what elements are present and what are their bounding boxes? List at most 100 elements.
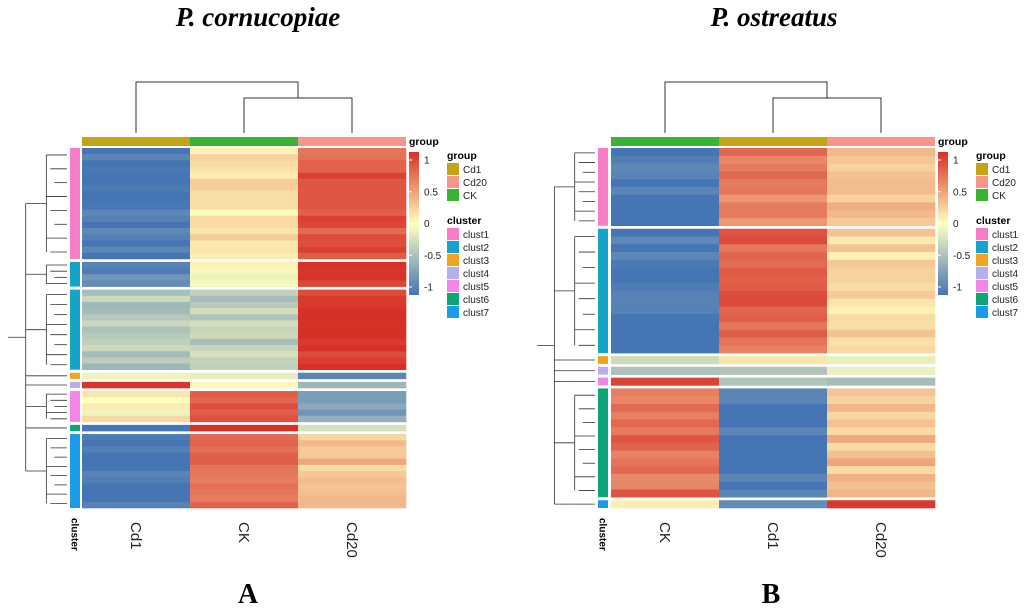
heatmap-cell [190, 415, 299, 423]
heatmap-cell [82, 363, 191, 371]
scale-tick-label: -0.5 [953, 251, 971, 262]
heatmap-cell [190, 381, 299, 389]
cluster-legend-swatch [976, 241, 988, 253]
chart-title: P. ostreatus [709, 2, 837, 32]
heatmap-cell [190, 351, 299, 358]
heatmap-cell [611, 210, 720, 219]
heatmap-cell [719, 419, 828, 428]
cluster-legend-swatch [447, 306, 459, 318]
heatmap-cell [298, 363, 407, 371]
heatmap-cell [298, 415, 407, 423]
heatmap-cell [190, 440, 299, 447]
heatmap-cell [82, 434, 191, 441]
heatmap-cell [719, 210, 828, 219]
cluster-legend-label: clust2 [463, 243, 490, 254]
cluster-legend-swatch [447, 228, 459, 240]
heatmap-cell [611, 314, 720, 323]
heatmap-cell [82, 391, 191, 398]
heatmap-cell [190, 246, 299, 254]
heatmap-cell [190, 320, 299, 327]
group-legend-label: Cd1 [992, 165, 1011, 176]
heatmap-cell [611, 186, 720, 195]
heatmap-cell [190, 326, 299, 334]
heatmap-cell [611, 244, 720, 253]
group-annotation-cell [190, 137, 298, 146]
heatmap-cell [719, 163, 828, 172]
heatmap-cell [719, 244, 828, 253]
heatmap-cell [190, 397, 299, 404]
heatmap-cell [190, 314, 299, 321]
heatmap-cell [719, 435, 828, 444]
cluster-legend-title: cluster [447, 215, 481, 227]
heatmap-cell [82, 452, 191, 459]
heatmap-cell [719, 283, 828, 292]
heatmap-cell [719, 217, 828, 227]
heatmap-cell [827, 202, 936, 211]
heatmap-cell [82, 501, 191, 509]
heatmap-cell [298, 332, 407, 340]
heatmap-cell [190, 184, 299, 192]
cluster-legend-label: clust7 [992, 308, 1019, 319]
heatmap-cell [298, 357, 407, 364]
heatmap-cell [611, 345, 720, 354]
heatmap-cell [82, 209, 191, 217]
heatmap-cell [298, 483, 407, 490]
heatmap-cell [82, 345, 191, 352]
heatmap-cell [298, 464, 407, 472]
cluster-annotation-clust7 [70, 434, 80, 508]
heatmap-cell [190, 234, 299, 241]
heatmap-cell [190, 178, 299, 186]
heatmap-cell [298, 166, 407, 173]
heatmap-cell [611, 202, 720, 211]
heatmap-cell [719, 377, 828, 386]
group-annotation-cell [298, 137, 406, 146]
heatmap-cell [719, 450, 828, 459]
heatmap-cell [190, 191, 299, 198]
heatmap-cell [298, 308, 407, 315]
panel-b: P. ostreatus B CK Cd1 Cd20 cluster group 1 0.5 0 -… [537, 2, 1019, 610]
cluster-axis-label: cluster [597, 518, 608, 551]
heatmap-cell [611, 411, 720, 420]
cluster-legend-swatch [976, 254, 988, 266]
cluster-legend-swatch [447, 280, 459, 292]
heatmap-cell [719, 396, 828, 405]
group-annotation-cell [719, 137, 827, 146]
cluster-legend-swatch [447, 267, 459, 279]
heatmap-cell [298, 246, 407, 254]
cluster-annotation-clust5 [70, 391, 80, 422]
heatmap-cell [719, 194, 828, 203]
heatmap-cell [82, 403, 191, 410]
heatmap-cell [719, 337, 828, 346]
heatmap-cell [719, 458, 828, 467]
group-legend-label: Cd1 [463, 165, 482, 176]
heatmap-cell [298, 452, 407, 459]
heatmap-cell [611, 419, 720, 428]
cluster-legend-label: clust3 [463, 256, 490, 267]
heatmap-cell [298, 495, 407, 503]
heatmap-cell [190, 391, 299, 398]
cluster-legend-label: clust3 [992, 256, 1019, 267]
heatmap-cell [611, 356, 720, 365]
heatmap-cell [82, 172, 191, 180]
cluster-legend-title: cluster [976, 215, 1010, 227]
heatmap-cell [298, 458, 407, 466]
color-scale-bar [938, 152, 948, 295]
group-annotation-cell [827, 137, 935, 146]
column-dendrogram [135, 81, 353, 133]
heatmap-cell [298, 489, 407, 496]
cluster-annotation-clust4 [598, 366, 608, 375]
heatmap-cell [190, 424, 299, 432]
scale-tick-label: -1 [424, 283, 433, 294]
dendrogram-branch [772, 97, 882, 133]
scale-legend-title: group [938, 136, 968, 148]
heatmap-cell [190, 160, 299, 167]
heatmap-cell [827, 473, 936, 482]
group-legend-title: group [976, 150, 1006, 162]
heatmap-cell [827, 179, 936, 188]
group-legend-swatch [976, 189, 988, 201]
heatmap-cell [190, 501, 299, 509]
heatmap-cell [611, 435, 720, 444]
group-legend-label: Cd20 [992, 178, 1016, 189]
heatmap-cell [827, 210, 936, 219]
